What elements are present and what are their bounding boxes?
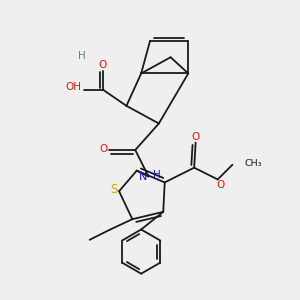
Text: O: O	[191, 132, 200, 142]
Text: OH: OH	[65, 82, 81, 92]
Text: O: O	[217, 180, 225, 190]
Text: S: S	[110, 183, 118, 196]
Text: H: H	[153, 170, 160, 180]
Text: N: N	[139, 172, 147, 182]
Text: CH₃: CH₃	[245, 159, 262, 168]
Text: O: O	[99, 143, 108, 154]
Text: H: H	[78, 51, 86, 61]
Text: O: O	[99, 60, 107, 70]
